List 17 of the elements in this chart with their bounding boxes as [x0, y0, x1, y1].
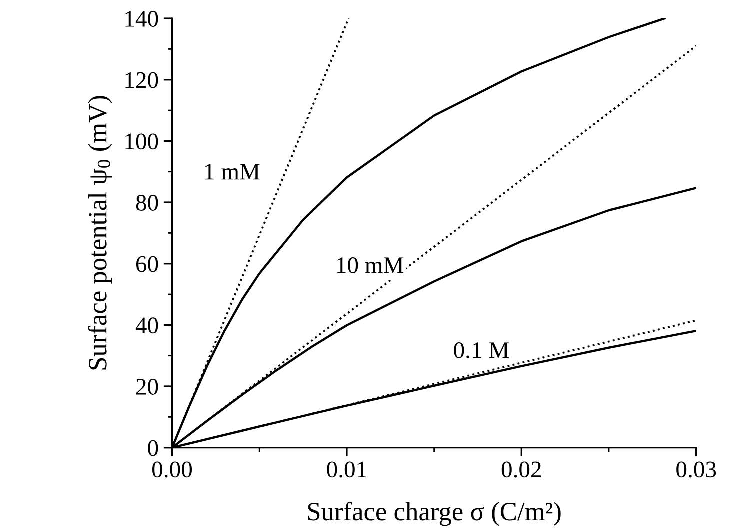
y-tick-label: 0 [148, 440, 158, 456]
y-axis-title: Surface potential ψ$_{0}$ (mV) [88, 96, 112, 370]
y-tick-label: 140 [126, 11, 158, 27]
y-tick-label: 100 [126, 134, 158, 150]
y-tick-label: 20 [136, 379, 158, 395]
y-tick-label: 40 [136, 318, 158, 334]
x-tick-label: 0.03 [676, 462, 716, 478]
x-axis-title: Surface charge σ (C/m²) [308, 502, 561, 526]
annotation: 1 mM [206, 164, 260, 180]
x-tick-label: 0.00 [152, 462, 192, 478]
annotation: 0.1 M [454, 342, 509, 359]
y-tick-label: 120 [126, 72, 158, 88]
y-tick-label: 60 [136, 256, 158, 272]
y-tick-label: 80 [136, 195, 158, 211]
x-tick-label: 0.01 [327, 462, 366, 478]
annotation: 10 mM [337, 258, 404, 274]
x-tick-label: 0.02 [502, 462, 542, 478]
